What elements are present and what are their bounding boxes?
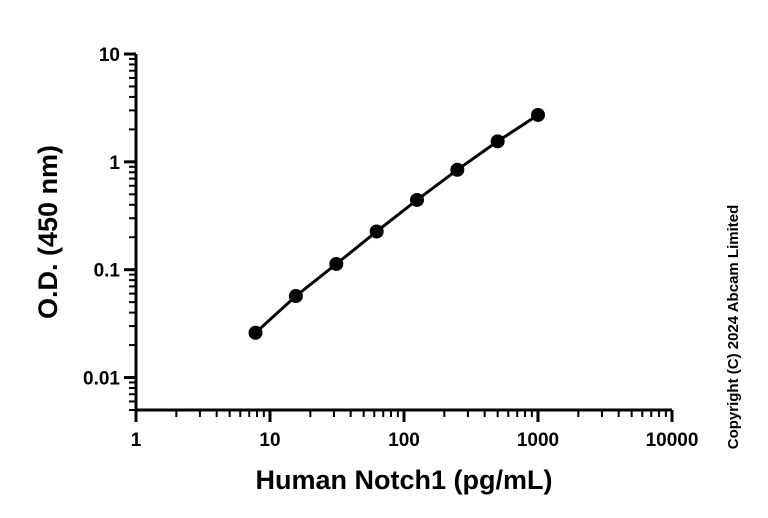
y-axis-tick-labels: 0.01 0.1 1 10 <box>83 45 120 390</box>
x-tick-label: 10000 <box>646 430 699 451</box>
data-point <box>288 289 303 304</box>
y-tick-label: 10 <box>99 45 120 66</box>
y-axis-major-ticks <box>124 52 136 380</box>
x-tick-label: 100 <box>388 430 420 451</box>
y-tick-label: 0.01 <box>83 369 120 390</box>
x-axis-tick-labels: 1 10 100 1000 10000 <box>131 430 699 451</box>
x-axis-major-ticks <box>134 410 674 422</box>
y-tick-label: 1 <box>109 153 120 174</box>
data-point <box>450 162 465 177</box>
data-points <box>248 107 545 340</box>
copyright-text: Copyright (C) 2024 Abcam Limited <box>725 205 742 449</box>
y-tick-label: 0.1 <box>94 261 121 282</box>
y-axis-title: O.D. (450 nm) <box>33 145 63 319</box>
x-axis-title: Human Notch1 (pg/mL) <box>256 465 553 495</box>
data-point <box>329 256 344 271</box>
data-point <box>490 134 505 149</box>
x-tick-label: 1000 <box>517 430 559 451</box>
series-line <box>254 113 539 334</box>
data-point <box>248 325 263 340</box>
data-point <box>409 192 424 207</box>
data-point <box>531 107 545 122</box>
data-point <box>369 224 384 239</box>
x-tick-label: 1 <box>131 430 142 451</box>
x-tick-label: 10 <box>259 430 280 451</box>
